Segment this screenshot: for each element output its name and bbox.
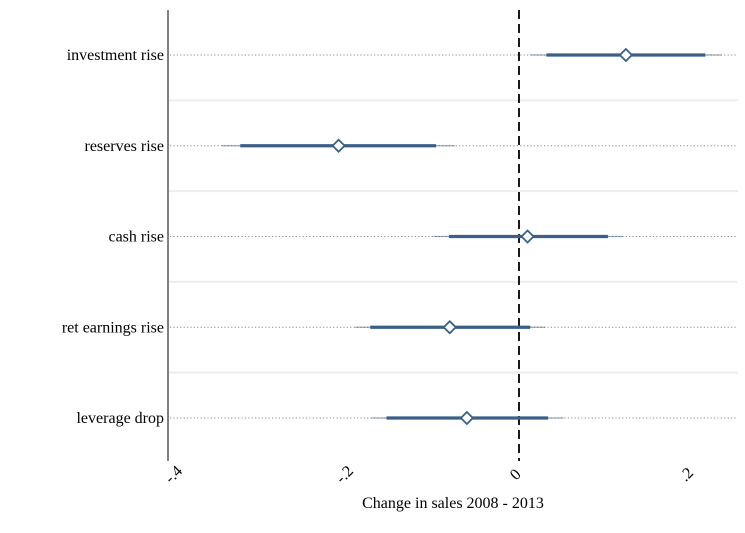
category-label: reserves rise [84, 138, 164, 155]
category-label: investment rise [67, 47, 164, 64]
estimate-marker-2 [520, 229, 535, 244]
chart-marks [221, 47, 722, 426]
row-separators [169, 99, 738, 374]
category-label: leverage drop [76, 410, 164, 427]
x-tick-label: -.2 [333, 463, 357, 487]
category-label: ret earnings rise [62, 319, 164, 336]
x-tick-labels: -.4 -.2 0 .2 [162, 463, 697, 487]
estimate-marker-0 [618, 47, 634, 63]
estimate-marker-1 [331, 138, 346, 154]
category-label: cash rise [108, 229, 164, 246]
estimate-marker-4 [459, 410, 475, 426]
x-tick-label: -.4 [162, 463, 186, 487]
x-axis-title: Change in sales 2008 - 2013 [362, 495, 544, 512]
category-labels: investment rise reserves rise cash rise ret… [62, 47, 164, 427]
estimate-marker-3 [442, 319, 458, 335]
x-tick-label: .2 [677, 465, 698, 486]
x-tick-label: 0 [507, 466, 525, 484]
